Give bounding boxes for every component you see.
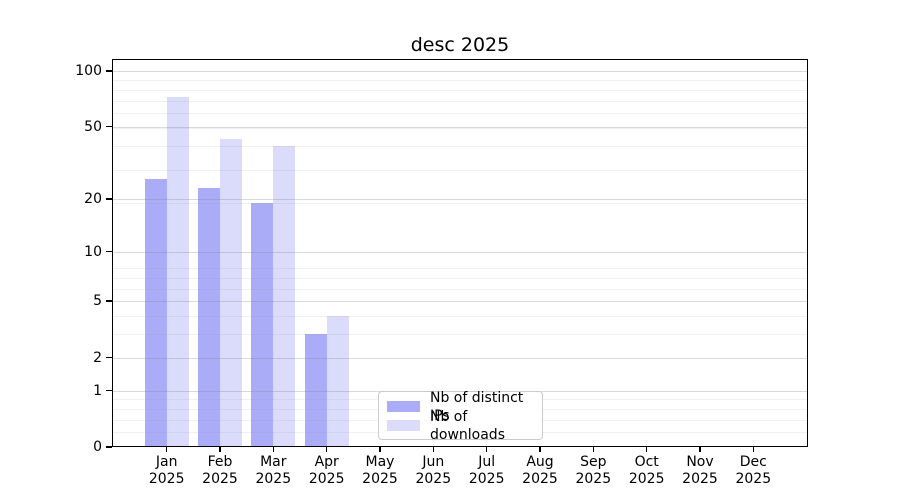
x-tick-label: Jun 2025 — [415, 454, 452, 487]
x-tick-label: Jul 2025 — [468, 454, 505, 487]
x-tick-mark — [645, 447, 648, 452]
y-tick-mark — [106, 125, 112, 128]
x-tick-label: Mar 2025 — [255, 454, 292, 487]
x-tick-label: Dec 2025 — [735, 454, 772, 487]
x-tick-mark — [165, 447, 168, 452]
x-tick-label: May 2025 — [362, 454, 398, 487]
y-tick-label: 100 — [75, 63, 102, 79]
legend-swatch-distinct-ips — [387, 401, 420, 412]
y-tick-mark — [106, 356, 112, 359]
legend: Nb of distinct IPs Nb of downloads — [378, 390, 543, 443]
legend-label-downloads: Nb of downloads — [430, 408, 505, 443]
x-tick-label: Nov 2025 — [682, 454, 718, 487]
y-tick-label: 20 — [84, 190, 102, 207]
legend-item-downloads: Nb of downloads — [387, 409, 534, 443]
bar-apr-downloads — [326, 315, 349, 447]
x-tick-mark — [752, 447, 755, 452]
plot-area — [112, 59, 808, 447]
x-tick-label: Apr 2025 — [308, 454, 345, 487]
bar-feb-downloads — [220, 138, 242, 447]
y-tick-label: 10 — [84, 243, 102, 260]
y-tick-label: 0 — [93, 439, 102, 455]
x-tick-mark — [379, 447, 381, 452]
y-tick-mark — [106, 70, 112, 72]
x-tick-label: Feb 2025 — [202, 454, 238, 487]
y-tick-label: 5 — [93, 293, 102, 309]
x-tick-label: Oct 2025 — [628, 454, 665, 487]
y-tick-mark — [106, 250, 112, 253]
x-tick-mark — [485, 447, 488, 452]
y-tick-label: 1 — [93, 382, 102, 399]
bar-mar-distinct-ips — [251, 202, 274, 447]
x-tick-mark — [432, 447, 435, 452]
chart-title: desc 2025 — [410, 34, 510, 56]
y-tick-label: 2 — [93, 349, 102, 366]
x-tick-label: Aug 2025 — [522, 454, 558, 487]
x-tick-mark — [592, 447, 595, 452]
legend-swatch-downloads — [387, 420, 420, 431]
x-tick-label: Sep 2025 — [575, 454, 612, 487]
y-tick-mark — [106, 389, 112, 392]
x-tick-mark — [219, 447, 221, 452]
x-tick-label: Jan 2025 — [148, 454, 185, 487]
bar-jan-distinct-ips — [144, 178, 167, 447]
y-tick-label: 50 — [84, 118, 102, 135]
bar-mar-downloads — [273, 146, 296, 447]
y-tick-mark — [106, 300, 112, 302]
legend-label-distinct-ips: Nb of distinct IPs — [430, 389, 524, 424]
legend-item-distinct-ips: Nb of distinct IPs — [387, 390, 534, 424]
x-tick-mark — [539, 447, 541, 452]
y-tick-mark — [106, 446, 112, 448]
bar-jan-downloads — [166, 97, 189, 447]
bar-apr-distinct-ips — [304, 334, 327, 447]
x-tick-mark — [325, 447, 328, 452]
bar-feb-distinct-ips — [198, 188, 220, 447]
x-tick-mark — [699, 447, 701, 452]
x-tick-mark — [272, 447, 275, 452]
y-tick-mark — [106, 198, 112, 200]
